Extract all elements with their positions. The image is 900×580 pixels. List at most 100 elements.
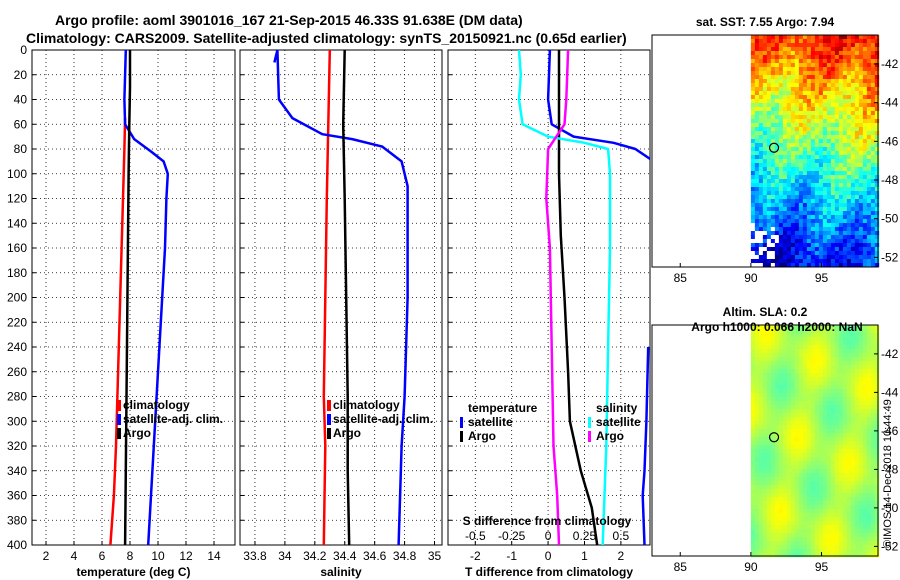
- heatmap-cell: [794, 175, 800, 180]
- heatmap-cell: [806, 533, 812, 538]
- heatmap-cell: [754, 131, 760, 136]
- heatmap-cell: [858, 429, 864, 434]
- heatmap-cell: [750, 529, 756, 534]
- heatmap-cell: [778, 223, 784, 228]
- heatmap-cell: [818, 397, 824, 402]
- heatmap-cell: [822, 171, 828, 176]
- heatmap-cell: [818, 187, 824, 192]
- heatmap-cell: [826, 167, 832, 172]
- heatmap-cell: [786, 473, 792, 478]
- heatmap-cell: [818, 377, 824, 382]
- heatmap-cell: [850, 461, 856, 466]
- heatmap-cell: [778, 75, 784, 80]
- heatmap-cell: [754, 341, 760, 346]
- heatmap-cell: [834, 333, 840, 338]
- heatmap-cell: [810, 179, 816, 184]
- heatmap-cell: [810, 47, 816, 52]
- heatmap-cell: [790, 433, 796, 438]
- heatmap-cell: [846, 357, 852, 362]
- heatmap-cell: [778, 263, 784, 268]
- heatmap-cell: [850, 425, 856, 430]
- heatmap-cell: [838, 461, 844, 466]
- heatmap-cell: [850, 231, 856, 236]
- heatmap-cell: [810, 175, 816, 180]
- heatmap-cell: [870, 545, 876, 550]
- heatmap-cell: [798, 179, 804, 184]
- heatmap-cell: [762, 349, 768, 354]
- heatmap-cell: [810, 357, 816, 362]
- heatmap-cell: [814, 95, 820, 100]
- heatmap-cell: [810, 227, 816, 232]
- heatmap-cell: [814, 485, 820, 490]
- heatmap-cell: [842, 175, 848, 180]
- heatmap-cell: [786, 505, 792, 510]
- heatmap-cell: [826, 87, 832, 92]
- heatmap-cell: [762, 353, 768, 358]
- heatmap-cell: [818, 373, 824, 378]
- heatmap-cell: [770, 147, 776, 152]
- heatmap-cell: [854, 465, 860, 470]
- heatmap-cell: [834, 107, 840, 112]
- heatmap-cell: [814, 513, 820, 518]
- heatmap-cell: [858, 79, 864, 84]
- heatmap-cell: [862, 219, 868, 224]
- heatmap-cell: [818, 533, 824, 538]
- heatmap-cell: [866, 389, 872, 394]
- heatmap-cell: [866, 505, 872, 510]
- heatmap-cell: [870, 43, 876, 48]
- heatmap-cell: [842, 325, 848, 330]
- heatmap-cell: [794, 243, 800, 248]
- map-frame: [651, 34, 879, 268]
- heatmap-cell: [822, 401, 828, 406]
- heatmap-cell: [870, 441, 876, 446]
- heatmap-cell: [766, 39, 772, 44]
- heatmap-cell: [782, 393, 788, 398]
- heatmap-cell: [830, 357, 836, 362]
- heatmap-cell: [826, 175, 832, 180]
- heatmap-cell: [866, 353, 872, 358]
- heatmap-cell: [786, 171, 792, 176]
- heatmap-cell: [818, 433, 824, 438]
- heatmap-cell: [858, 517, 864, 522]
- heatmap-cell: [818, 51, 824, 56]
- heatmap-cell: [858, 345, 864, 350]
- heatmap-cell: [846, 39, 852, 44]
- heatmap-cell: [814, 43, 820, 48]
- heatmap-cell: [810, 537, 816, 542]
- heatmap-cell: [862, 529, 868, 534]
- heatmap-cell: [814, 79, 820, 84]
- heatmap-cell: [826, 465, 832, 470]
- heatmap-cell: [790, 501, 796, 506]
- heatmap-cell: [838, 59, 844, 64]
- heatmap-cell: [794, 505, 800, 510]
- heatmap-cell: [862, 143, 868, 148]
- heatmap-cell: [842, 457, 848, 462]
- heatmap-cell: [782, 143, 788, 148]
- heatmap-cell: [774, 533, 780, 538]
- heatmap-cell: [754, 465, 760, 470]
- heatmap-cell: [766, 517, 772, 522]
- heatmap-cell: [798, 377, 804, 382]
- heatmap-cell: [810, 259, 816, 264]
- heatmap-cell: [834, 365, 840, 370]
- heatmap-cell: [754, 445, 760, 450]
- heatmap-cell: [790, 239, 796, 244]
- heatmap-cell: [814, 349, 820, 354]
- heatmap-cell: [854, 59, 860, 64]
- heatmap-cell: [822, 163, 828, 168]
- heatmap-cell: [794, 413, 800, 418]
- heatmap-cell: [826, 553, 832, 558]
- heatmap-cell: [802, 251, 808, 256]
- heatmap-cell: [858, 223, 864, 228]
- heatmap-cell: [874, 247, 880, 252]
- x-tick-label: 34.6: [363, 549, 387, 563]
- heatmap-cell: [774, 489, 780, 494]
- heatmap-cell: [762, 219, 768, 224]
- legend-label: Argo: [596, 429, 624, 443]
- x-tick-label: 4: [71, 549, 78, 563]
- y-tick-label: -50: [881, 212, 899, 226]
- heatmap-cell: [822, 409, 828, 414]
- heatmap-cell: [758, 513, 764, 518]
- x-axis-label: T difference from climatology: [465, 565, 633, 579]
- heatmap-cell: [798, 187, 804, 192]
